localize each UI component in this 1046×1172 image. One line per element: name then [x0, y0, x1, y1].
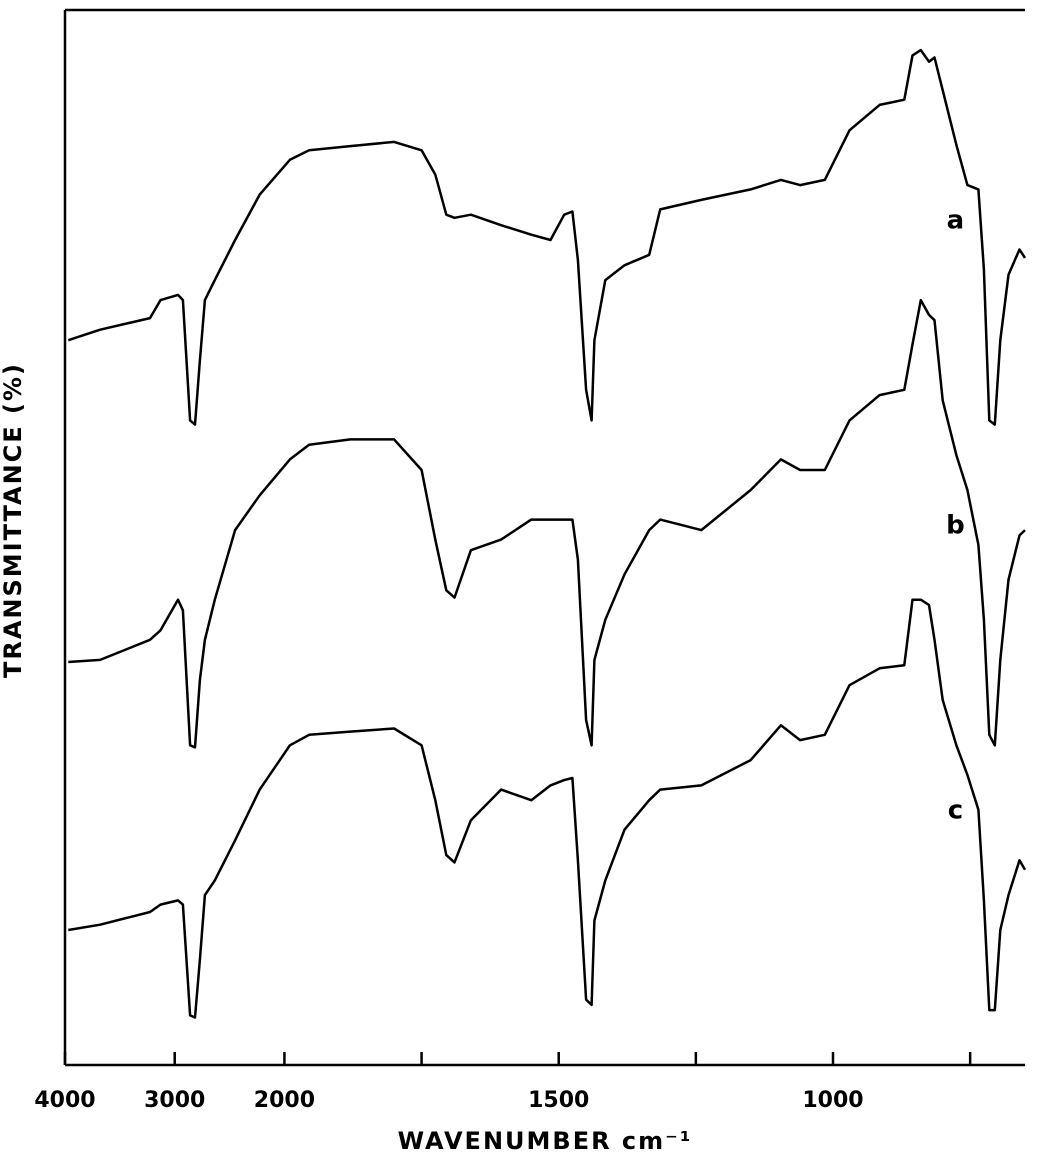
spectrum-line — [68, 298, 1026, 749]
y-axis-title: TRANSMITTANCE (%) — [0, 362, 27, 678]
x-tick-label: 1500 — [528, 1088, 589, 1113]
series-label: c — [948, 795, 963, 825]
spectrum-line — [68, 598, 1027, 1019]
series-label: a — [947, 206, 965, 236]
x-tick-label: 4000 — [34, 1088, 95, 1113]
x-tick-label: 3000 — [144, 1088, 205, 1113]
x-tick-label: 1000 — [802, 1088, 863, 1113]
spectrum-line — [67, 48, 1027, 426]
x-axis-title: WAVENUMBER cm⁻¹ — [398, 1127, 693, 1155]
x-tick-label: 2000 — [254, 1088, 315, 1113]
series-label: b — [946, 511, 965, 541]
